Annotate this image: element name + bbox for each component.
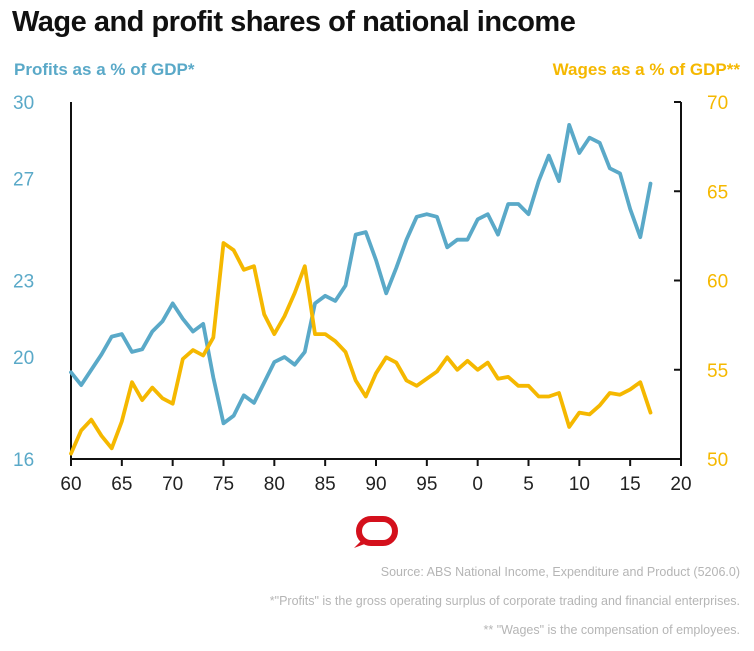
- axes: [70, 101, 682, 466]
- left-tick-label: 30: [13, 93, 34, 114]
- left-axis-label: Profits as a % of GDP*: [14, 60, 195, 79]
- x-tick-label: 80: [264, 474, 285, 495]
- x-tick-label: 0: [472, 474, 483, 495]
- right-tick-label: 60: [707, 272, 728, 293]
- source-note: Source: ABS National Income, Expenditure…: [380, 565, 740, 579]
- x-tick-label: 95: [416, 474, 437, 495]
- profits-footnote: *"Profits" is the gross operating surplu…: [269, 594, 740, 608]
- left-tick-label: 20: [13, 348, 34, 369]
- x-tick-label: 20: [670, 474, 691, 495]
- x-tick-label: 85: [315, 474, 336, 495]
- x-tick-label: 75: [213, 474, 234, 495]
- x-tick-label: 10: [569, 474, 590, 495]
- left-tick-label: 23: [13, 272, 34, 293]
- series-lines: [69, 123, 653, 456]
- right-tick-label: 55: [707, 361, 728, 382]
- x-tick-label: 5: [523, 474, 534, 495]
- x-tick-label: 15: [620, 474, 641, 495]
- right-tick-label: 70: [707, 93, 728, 114]
- chart-title: Wage and profit shares of national incom…: [12, 6, 576, 38]
- x-tick-label: 70: [162, 474, 183, 495]
- wages-series-line: [69, 241, 653, 456]
- left-tick-label: 27: [13, 170, 34, 191]
- right-tick-label: 65: [707, 182, 728, 203]
- wages-footnote: ** "Wages" is the compensation of employ…: [483, 623, 740, 637]
- tick-labels: 60 65 70 75 80 85 90 95 0 5 10 15 20 16 20 23 27 30 50 55 60…: [13, 93, 728, 495]
- x-tick-label: 65: [111, 474, 132, 495]
- x-tick-label: 90: [365, 474, 386, 495]
- left-tick-label: 16: [13, 450, 34, 471]
- right-axis-label: Wages as a % of GDP**: [552, 60, 740, 79]
- speech-bubble-logo-icon: [350, 515, 404, 556]
- profits-series-line: [69, 123, 653, 426]
- right-tick-label: 50: [707, 450, 728, 471]
- x-tick-label: 60: [60, 474, 81, 495]
